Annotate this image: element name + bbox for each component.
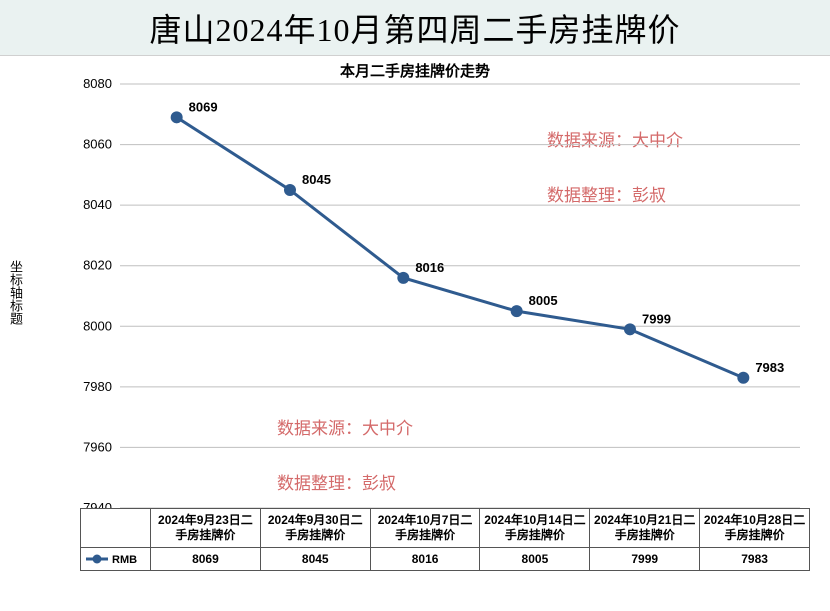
table-value-cell: 8005 bbox=[480, 548, 590, 571]
table-value-cell: 8069 bbox=[151, 548, 261, 571]
title-bar: 唐山2024年10月第四周二手房挂牌价 bbox=[0, 0, 830, 56]
y-axis-title: 坐标轴标题 bbox=[6, 260, 25, 325]
y-tick-label: 8000 bbox=[83, 318, 112, 333]
svg-text:RMB: RMB bbox=[112, 554, 137, 566]
y-tick-label: 7980 bbox=[83, 379, 112, 394]
y-tick-label: 8020 bbox=[83, 258, 112, 273]
y-tick-label: 7940 bbox=[83, 500, 112, 508]
data-label: 8005 bbox=[529, 293, 558, 308]
table-value-cell: 8045 bbox=[260, 548, 370, 571]
table-header-cell: 2024年9月23日二手房挂牌价 bbox=[151, 509, 261, 548]
data-marker bbox=[624, 323, 636, 335]
page-root: 唐山2024年10月第四周二手房挂牌价 本月二手房挂牌价走势 坐标轴标题 数据来… bbox=[0, 0, 830, 611]
table-header-cell: 2024年9月30日二手房挂牌价 bbox=[260, 509, 370, 548]
y-tick-label: 8060 bbox=[83, 137, 112, 152]
data-marker bbox=[511, 305, 523, 317]
data-label: 8016 bbox=[415, 260, 444, 275]
table-header-cell: 2024年10月28日二手房挂牌价 bbox=[700, 509, 810, 548]
table-header-cell: 2024年10月21日二手房挂牌价 bbox=[590, 509, 700, 548]
data-label: 8069 bbox=[189, 99, 218, 114]
data-label: 8045 bbox=[302, 172, 331, 187]
data-table: 2024年9月23日二手房挂牌价2024年9月30日二手房挂牌价2024年10月… bbox=[80, 508, 810, 571]
series-line bbox=[177, 117, 744, 377]
data-marker bbox=[397, 272, 409, 284]
table-value-cell: 7999 bbox=[590, 548, 700, 571]
legend-cell: RMB bbox=[81, 548, 151, 571]
y-tick-label: 7960 bbox=[83, 439, 112, 454]
y-tick-label: 8040 bbox=[83, 197, 112, 212]
table-value-cell: 7983 bbox=[700, 548, 810, 571]
table-header-cell: 2024年10月7日二手房挂牌价 bbox=[370, 509, 480, 548]
legend-marker-icon: RMB bbox=[86, 552, 146, 566]
data-marker bbox=[284, 184, 296, 196]
y-tick-label: 8080 bbox=[83, 78, 112, 91]
line-chart: 7940 7960 7980 8000 8020 8040 8060 8080 8069 8045… bbox=[80, 78, 810, 508]
data-marker bbox=[737, 372, 749, 384]
table-value-cell: 8016 bbox=[370, 548, 480, 571]
data-marker bbox=[171, 111, 183, 123]
data-label: 7983 bbox=[755, 360, 784, 375]
page-title: 唐山2024年10月第四周二手房挂牌价 bbox=[149, 5, 680, 51]
table-corner-cell bbox=[81, 509, 151, 548]
table-header-cell: 2024年10月14日二手房挂牌价 bbox=[480, 509, 590, 548]
data-table-wrap: 2024年9月23日二手房挂牌价2024年9月30日二手房挂牌价2024年10月… bbox=[80, 508, 810, 571]
data-label: 7999 bbox=[642, 311, 671, 326]
chart-area: 7940 7960 7980 8000 8020 8040 8060 8080 8069 8045… bbox=[80, 78, 810, 508]
